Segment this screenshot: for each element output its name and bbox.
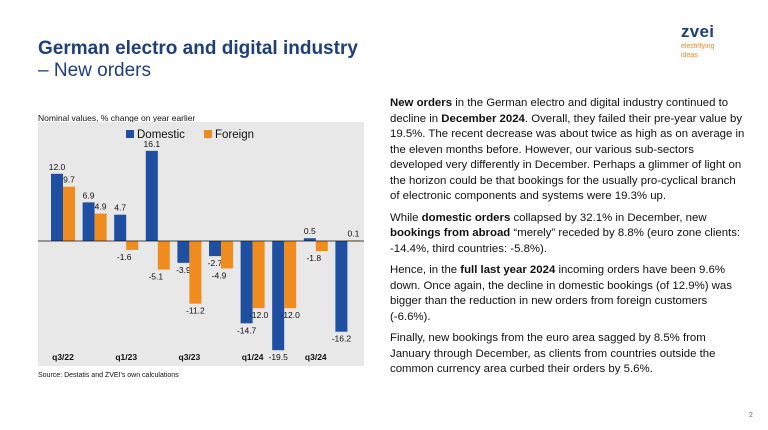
data-label-foreign-2: -1.6 xyxy=(117,252,132,262)
paragraph-text: While xyxy=(390,211,422,224)
data-label-domestic-6: -14.7 xyxy=(237,325,257,335)
bar-domestic-7 xyxy=(272,241,285,351)
page-number: 2 xyxy=(749,412,753,419)
x-tick-label: q3/24 xyxy=(305,352,327,362)
bar-domestic-2 xyxy=(114,214,127,241)
paragraph-text: . Overall, they failed their pre-year va… xyxy=(390,112,745,203)
bar-foreign-0 xyxy=(63,186,75,241)
logo-wordmark: zvei xyxy=(681,22,715,41)
commentary-text: New orders in the German electro and dig… xyxy=(390,96,745,384)
bar-foreign-8 xyxy=(315,241,328,252)
chart-note: Nominal values, % change on year earlier xyxy=(38,113,196,123)
emphasis-text: December 2024 xyxy=(441,112,525,125)
data-label-foreign-3: -5.1 xyxy=(148,272,163,282)
paragraph-text: Finally, new bookings from the euro area… xyxy=(390,332,716,375)
legend-label-foreign: Foreign xyxy=(215,129,254,141)
emphasis-text: New orders xyxy=(390,97,453,109)
data-label-domestic-7: -19.5 xyxy=(269,352,289,362)
data-label-foreign-8: -1.8 xyxy=(306,253,321,263)
logo-tagline-line2: ideas xyxy=(681,51,698,59)
bar-foreign-2 xyxy=(126,241,139,250)
data-label-domestic-5: -2.7 xyxy=(208,258,223,268)
paragraph-text: incoming orders have been 9.6% down. Onc… xyxy=(390,264,732,323)
data-label-foreign-5: -4.9 xyxy=(212,270,227,280)
bar-domestic-8 xyxy=(303,238,316,241)
bar-foreign-4 xyxy=(189,241,202,304)
bar-foreign-7 xyxy=(284,241,297,309)
bar-foreign-5 xyxy=(221,241,233,269)
paragraph-text: collapsed by 32.1% in December, new xyxy=(510,211,707,224)
zvei-logo: zvei electrifying ideas xyxy=(681,22,741,59)
legend-swatch-foreign xyxy=(204,130,212,138)
commentary-paragraph-2: While domestic orders collapsed by 32.1%… xyxy=(390,211,745,258)
data-label-domestic-4: -3.9 xyxy=(176,265,191,275)
paragraph-text: “merely” receded by 8.8% (euro zone clie… xyxy=(390,227,741,255)
bar-foreign-3 xyxy=(157,241,170,270)
data-label-foreign-1: 4.9 xyxy=(95,202,107,212)
bar-domestic-0 xyxy=(51,173,63,241)
data-label-foreign-4: -11.2 xyxy=(186,306,205,316)
logo-tagline-line1: electrifying xyxy=(681,43,715,50)
x-tick-label: q1/23 xyxy=(115,352,137,362)
commentary-paragraph-1: New orders in the German electro and dig… xyxy=(390,96,745,205)
paragraph-text: Hence, in the xyxy=(390,264,461,276)
bar-domestic-1 xyxy=(82,202,95,241)
legend-label-domestic: Domestic xyxy=(137,129,185,141)
emphasis-text: full last year 2024 xyxy=(460,264,556,276)
bar-domestic-9 xyxy=(335,241,348,332)
bar-domestic-4 xyxy=(177,241,190,263)
data-label-foreign-9: 0.1 xyxy=(347,228,359,238)
data-label-domestic-1: 6.9 xyxy=(83,190,95,200)
data-label-domestic-8: 0.5 xyxy=(304,226,316,236)
data-label-foreign-6: -12.0 xyxy=(249,310,269,320)
x-tick-label: q3/23 xyxy=(179,352,201,362)
x-tick-label: q3/22 xyxy=(52,352,74,362)
data-label-foreign-7: -12.0 xyxy=(281,310,301,320)
chart-source: Source: Destatis and ZVEI's own calculat… xyxy=(38,372,179,379)
data-label-domestic-0: 12.0 xyxy=(49,162,66,172)
emphasis-text: bookings from abroad xyxy=(390,227,511,239)
data-label-domestic-3: 16.1 xyxy=(144,139,161,149)
bar-foreign-6 xyxy=(252,241,265,309)
bar-domestic-6 xyxy=(240,241,253,324)
legend-swatch-domestic xyxy=(126,130,134,138)
bar-domestic-3 xyxy=(145,150,158,241)
page-title: German electro and digital industry xyxy=(38,38,358,59)
commentary-paragraph-3: Hence, in the full last year 2024 incomi… xyxy=(390,263,745,325)
data-label-foreign-0: 9.7 xyxy=(63,175,75,185)
page-subtitle: – New orders xyxy=(38,60,151,81)
data-label-domestic-2: 4.7 xyxy=(114,203,126,213)
emphasis-text: domestic orders xyxy=(421,211,511,224)
bar-domestic-5 xyxy=(209,241,221,257)
paragraph-text: in the German electro and digital indust… xyxy=(390,97,729,125)
commentary-paragraph-4: Finally, new bookings from the euro area… xyxy=(390,331,745,378)
data-label-domestic-9: -16.2 xyxy=(332,334,352,344)
x-tick-label: q1/24 xyxy=(242,352,264,362)
bar-foreign-1 xyxy=(94,213,107,241)
